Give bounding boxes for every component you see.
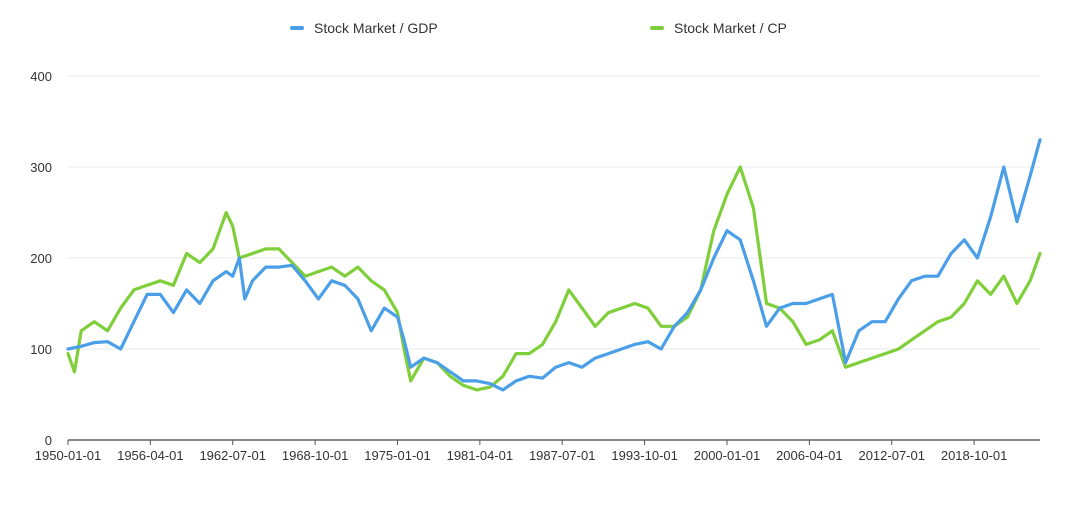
legend-swatch-gdp: [290, 26, 304, 30]
legend-swatch-cp: [650, 26, 664, 30]
x-tick-label: 1993-10-01: [611, 448, 678, 463]
legend-item-cp: Stock Market / CP: [650, 20, 787, 36]
x-tick-label: 1962-07-01: [199, 448, 266, 463]
x-tick-label: 1981-04-01: [447, 448, 514, 463]
x-tick-label: 1975-01-01: [364, 448, 431, 463]
y-tick-label: 300: [30, 160, 52, 175]
series-layer: [66, 138, 1042, 392]
y-tick-label: 200: [30, 251, 52, 266]
x-tick-label: 1950-01-01: [35, 448, 102, 463]
legend-item-gdp: Stock Market / GDP: [290, 20, 438, 36]
x-tick-label: 1987-07-01: [529, 448, 596, 463]
y-tick-label: 400: [30, 69, 52, 84]
x-tick-label: 2006-04-01: [776, 448, 843, 463]
x-tick-label: 2000-01-01: [694, 448, 761, 463]
series-line-0: [66, 138, 1042, 392]
y-tick-label: 0: [45, 433, 52, 448]
x-tick-label: 2012-07-01: [858, 448, 925, 463]
x-tick-label: 2018-10-01: [941, 448, 1008, 463]
grid-layer: [68, 75, 1040, 350]
x-tick-label: 1968-10-01: [282, 448, 349, 463]
x-tick-label: 1956-04-01: [117, 448, 184, 463]
legend-label-gdp: Stock Market / GDP: [314, 20, 438, 36]
series-line-1: [66, 165, 1042, 392]
legend-label-cp: Stock Market / CP: [674, 20, 787, 36]
legend: Stock Market / GDP Stock Market / CP: [0, 20, 1080, 42]
y-tick-label: 100: [30, 342, 52, 357]
axis-layer: 0 100 200 300 400 1950-01-01 1956-04-01 1962-07…: [30, 69, 1040, 463]
